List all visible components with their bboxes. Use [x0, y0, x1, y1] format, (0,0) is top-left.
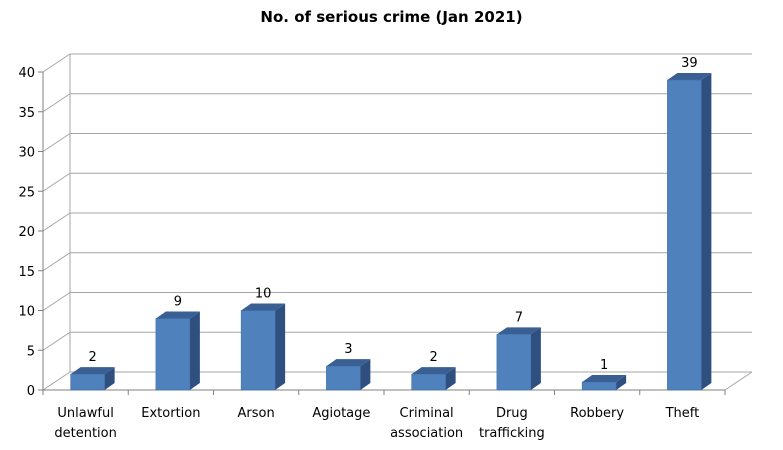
y-tick-label: 20: [18, 225, 35, 240]
x-tick-label: Extortion: [141, 406, 200, 421]
x-tick-label: Robbery: [570, 406, 624, 421]
bar-top: [496, 327, 541, 335]
bar-side: [616, 375, 627, 390]
y-tick-label: 30: [18, 146, 35, 161]
bar: [496, 334, 532, 391]
x-tick-label: Theft: [665, 406, 700, 421]
bar-top: [326, 359, 371, 367]
data-label: 2: [88, 350, 96, 365]
floor-edge: [724, 371, 753, 391]
bar-side: [189, 311, 200, 390]
y-tick-label: 40: [18, 66, 35, 81]
grid-diagonal: [42, 212, 71, 232]
bar: [667, 79, 702, 391]
x-tick-label: Agiotage: [312, 406, 370, 421]
data-label: 9: [174, 294, 182, 309]
bar: [70, 373, 105, 391]
bar-side: [701, 72, 712, 390]
bar: [240, 310, 276, 391]
bar: [326, 365, 361, 391]
bar-side: [275, 303, 286, 390]
x-tick-label: Drug trafficking: [479, 406, 545, 441]
grid-diagonal: [42, 252, 71, 272]
bar: [155, 318, 191, 391]
bar-top: [411, 367, 456, 375]
bar-top: [70, 367, 115, 375]
chart-title: No. of serious crime (Jan 2021): [260, 8, 523, 26]
bar: [411, 373, 446, 391]
bar-side: [104, 367, 115, 390]
data-label: 39: [681, 56, 698, 71]
grid-diagonal: [42, 93, 71, 113]
grid-diagonal: [42, 172, 71, 192]
bar-top: [667, 72, 712, 80]
bar-side: [445, 367, 456, 390]
y-tick-label: 25: [18, 185, 35, 200]
data-label: 10: [255, 287, 272, 302]
grid-diagonal: [42, 53, 71, 73]
data-label: 2: [429, 350, 437, 365]
bar-top: [155, 311, 200, 319]
data-label: 3: [344, 342, 352, 357]
y-tick-label: 0: [27, 384, 35, 399]
grid-diagonal: [42, 292, 71, 311]
bar-side: [530, 327, 541, 390]
y-tick-label: 35: [18, 106, 35, 121]
y-tick-label: 15: [18, 265, 35, 280]
data-label: 7: [515, 310, 523, 325]
x-tick-label: Unlawful detention: [54, 406, 117, 441]
data-label: 1: [600, 358, 608, 373]
grid-diagonal: [42, 331, 71, 351]
bar-top: [241, 303, 286, 311]
grid-diagonal: [42, 133, 71, 152]
bar: [581, 381, 617, 391]
y-tick-label: 10: [18, 305, 35, 320]
bar-side: [360, 359, 371, 390]
grid-diagonal: [42, 371, 71, 391]
x-tick-label: Arson: [238, 406, 275, 421]
bar-top: [582, 375, 627, 383]
x-tick-label: Criminal association: [390, 406, 463, 441]
y-tick-label: 5: [27, 344, 35, 359]
